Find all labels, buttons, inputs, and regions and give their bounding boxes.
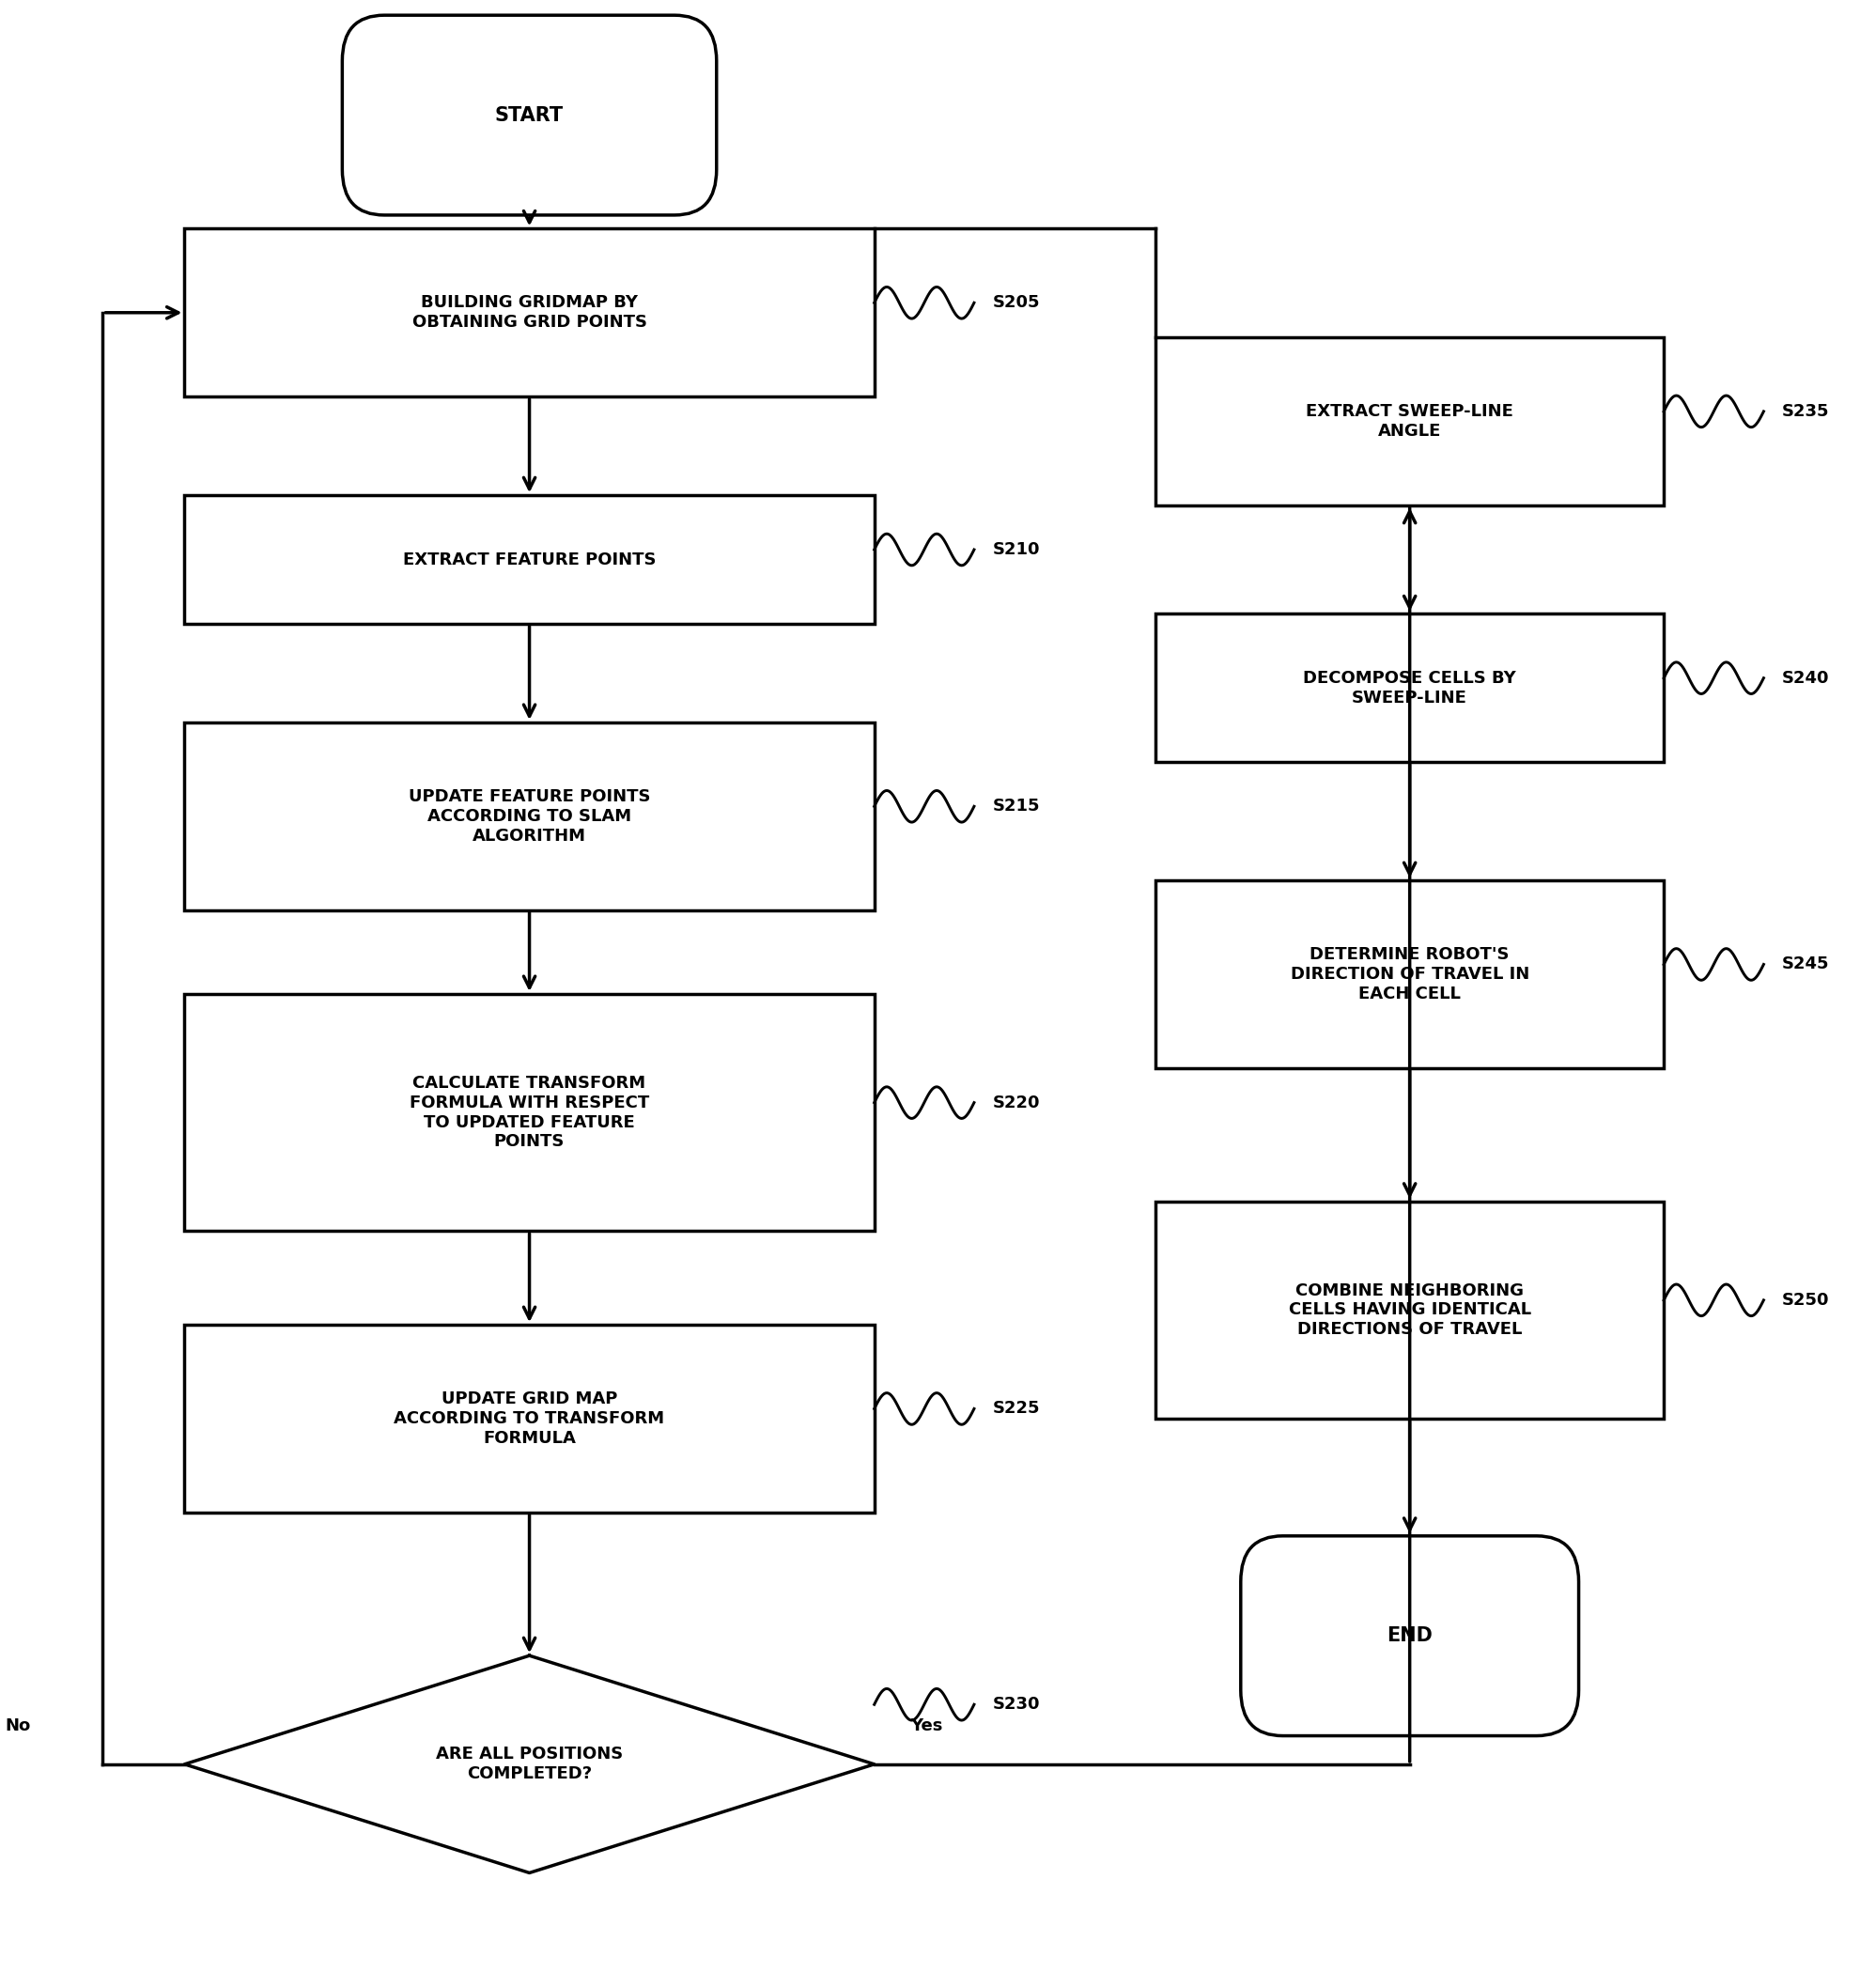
- FancyBboxPatch shape: [184, 722, 874, 911]
- Text: S220: S220: [991, 1093, 1040, 1111]
- FancyBboxPatch shape: [184, 229, 874, 396]
- FancyBboxPatch shape: [184, 1324, 874, 1513]
- Text: EXTRACT FEATURE POINTS: EXTRACT FEATURE POINTS: [402, 551, 657, 569]
- FancyBboxPatch shape: [1241, 1537, 1577, 1736]
- Text: Yes: Yes: [910, 1718, 943, 1736]
- Text: S250: S250: [1780, 1292, 1828, 1308]
- FancyBboxPatch shape: [1155, 614, 1663, 761]
- Text: DETERMINE ROBOT'S
DIRECTION OF TRAVEL IN
EACH CELL: DETERMINE ROBOT'S DIRECTION OF TRAVEL IN…: [1289, 946, 1529, 1002]
- Text: EXTRACT SWEEP-LINE
ANGLE: EXTRACT SWEEP-LINE ANGLE: [1306, 404, 1512, 439]
- Text: ARE ALL POSITIONS
COMPLETED?: ARE ALL POSITIONS COMPLETED?: [435, 1745, 623, 1783]
- Text: BUILDING GRIDMAP BY
OBTAINING GRID POINTS: BUILDING GRIDMAP BY OBTAINING GRID POINT…: [411, 294, 647, 330]
- FancyBboxPatch shape: [184, 994, 874, 1231]
- FancyBboxPatch shape: [342, 16, 716, 215]
- Text: S240: S240: [1780, 670, 1828, 686]
- Text: START: START: [495, 105, 564, 125]
- Text: END: END: [1386, 1626, 1432, 1646]
- Text: CALCULATE TRANSFORM
FORMULA WITH RESPECT
TO UPDATED FEATURE
POINTS: CALCULATE TRANSFORM FORMULA WITH RESPECT…: [409, 1076, 649, 1151]
- Text: S245: S245: [1780, 956, 1828, 972]
- Text: S230: S230: [991, 1696, 1040, 1714]
- FancyBboxPatch shape: [184, 495, 874, 624]
- FancyBboxPatch shape: [1155, 881, 1663, 1068]
- Text: COMBINE NEIGHBORING
CELLS HAVING IDENTICAL
DIRECTIONS OF TRAVEL: COMBINE NEIGHBORING CELLS HAVING IDENTIC…: [1287, 1282, 1531, 1338]
- Text: S235: S235: [1780, 404, 1828, 419]
- Text: UPDATE GRID MAP
ACCORDING TO TRANSFORM
FORMULA: UPDATE GRID MAP ACCORDING TO TRANSFORM F…: [394, 1392, 664, 1447]
- FancyBboxPatch shape: [1155, 1201, 1663, 1419]
- FancyBboxPatch shape: [1155, 338, 1663, 505]
- Text: UPDATE FEATURE POINTS
ACCORDING TO SLAM
ALGORITHM: UPDATE FEATURE POINTS ACCORDING TO SLAM …: [407, 789, 649, 845]
- Text: DECOMPOSE CELLS BY
SWEEP-LINE: DECOMPOSE CELLS BY SWEEP-LINE: [1302, 670, 1516, 706]
- Text: S225: S225: [991, 1400, 1040, 1417]
- Text: S215: S215: [991, 797, 1040, 815]
- Text: S205: S205: [991, 294, 1040, 312]
- Text: S210: S210: [991, 541, 1040, 559]
- Text: No: No: [6, 1718, 30, 1736]
